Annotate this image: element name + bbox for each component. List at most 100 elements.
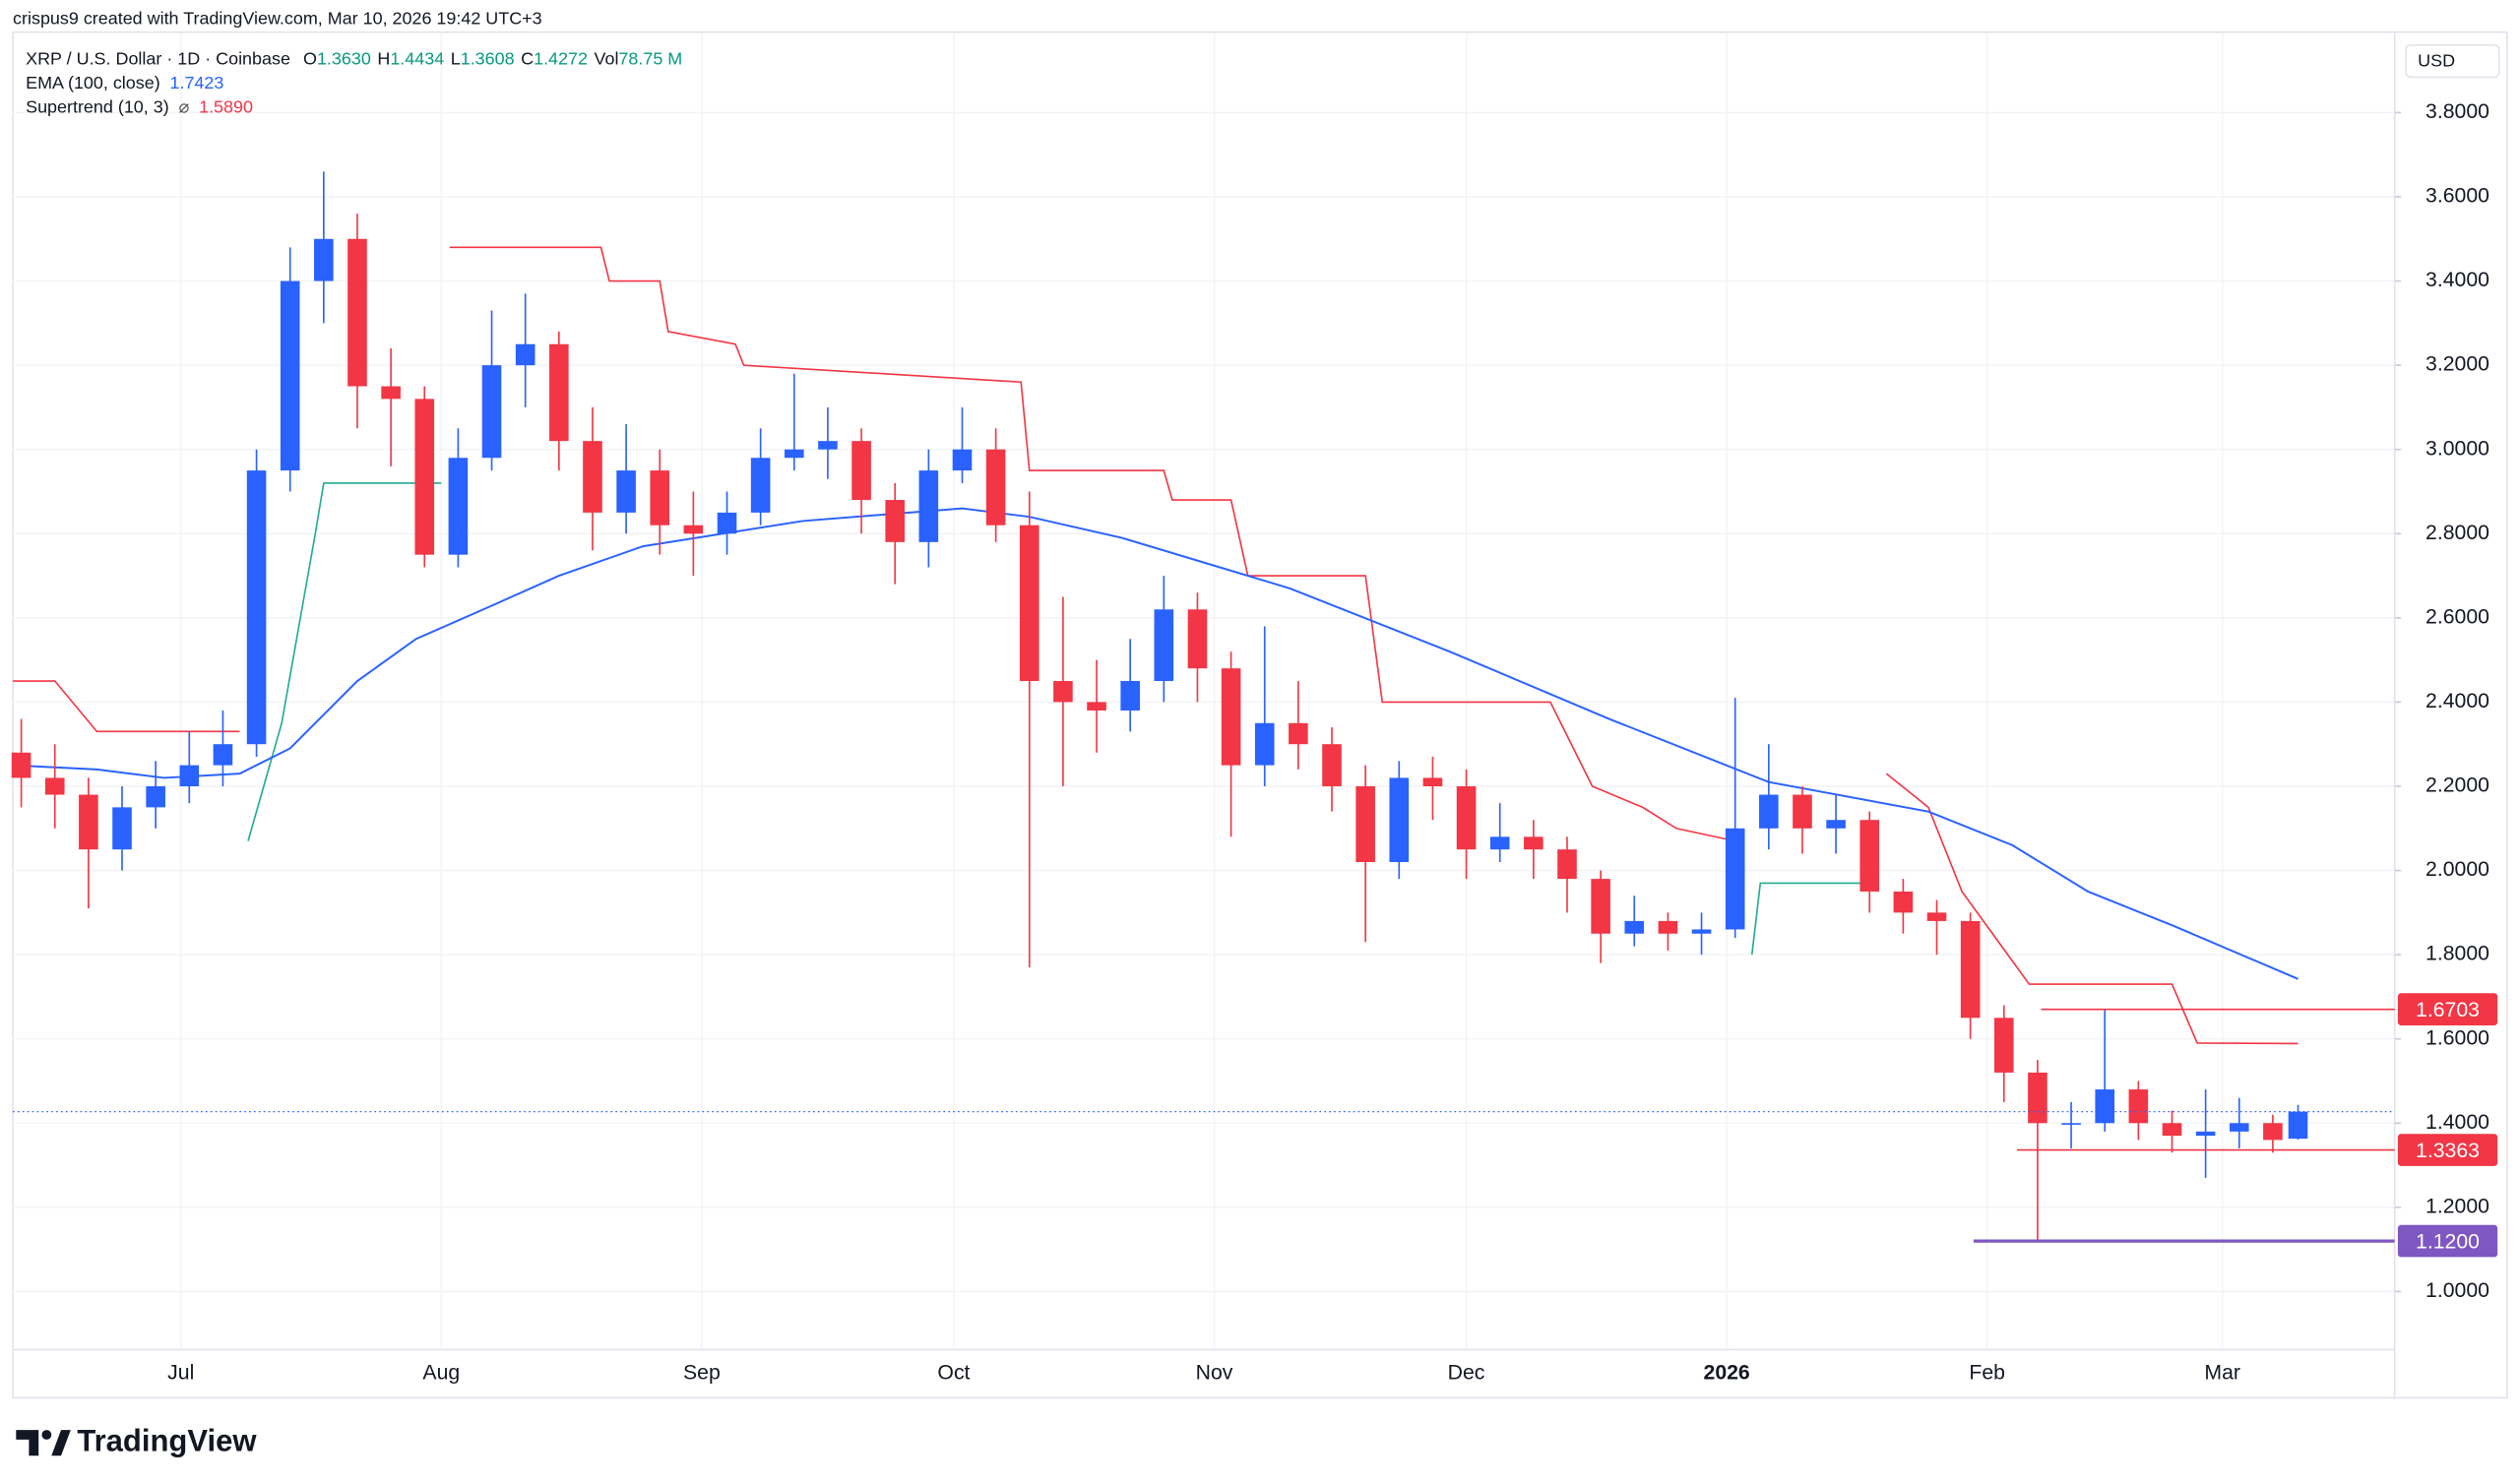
candle-body — [616, 470, 636, 513]
candle-body — [1591, 879, 1610, 934]
currency-box — [2405, 43, 2500, 79]
candle-body — [1993, 1018, 2014, 1073]
candle-body — [1422, 777, 1443, 786]
candle-body — [1289, 722, 1308, 745]
candle-body — [650, 470, 670, 526]
legend-ema-label: EMA (100, close) — [26, 73, 160, 93]
candle-body — [2095, 1089, 2115, 1124]
x-tick-label: Mar — [2204, 1362, 2240, 1385]
candle-body — [347, 238, 367, 387]
x-tick-label: Oct — [937, 1362, 970, 1385]
candle-body — [985, 449, 1006, 526]
y-tick-label: 3.6000 — [2426, 185, 2489, 208]
price-label-box — [2397, 993, 2498, 1025]
price-label: 1.6703 — [2416, 999, 2480, 1021]
candle-body — [1658, 920, 1678, 934]
attribution: crispus9 created with TradingView.com, M… — [13, 8, 542, 28]
legend-ema-value: 1.7423 — [170, 73, 224, 93]
candle-body — [515, 343, 536, 366]
ema-line — [13, 507, 2299, 980]
candle-body — [784, 449, 804, 459]
legend-ema: EMA (100, close) 1.7423 — [26, 73, 223, 93]
x-tick-label: Nov — [1196, 1362, 1233, 1385]
candle-body — [1691, 929, 1712, 934]
x-tick-label: Feb — [1969, 1362, 2005, 1385]
candle-body — [1355, 785, 1375, 863]
candle-body — [1154, 609, 1174, 682]
candle-body — [918, 470, 939, 542]
legend-title: XRP / U.S. Dollar · 1D · Coinbase — [26, 48, 290, 68]
candle-body — [1019, 525, 1040, 682]
x-tick-label: Aug — [422, 1362, 460, 1385]
candle-body — [44, 777, 65, 795]
candle-body — [381, 386, 401, 400]
candle-body — [1120, 681, 1140, 711]
candle-body — [448, 458, 469, 555]
y-tick-label: 2.8000 — [2426, 522, 2489, 544]
logo-mark — [51, 1430, 71, 1456]
candle-body — [179, 765, 200, 786]
candle-body — [1793, 794, 1812, 829]
candle-body — [1725, 828, 1745, 930]
footer-logo: TradingView — [16, 1423, 257, 1457]
candle-body — [2263, 1123, 2283, 1141]
candle-body — [583, 441, 602, 513]
y-tick-label: 2.6000 — [2426, 605, 2489, 628]
candle-body — [1524, 836, 1544, 850]
y-tick-label: 1.4000 — [2426, 1111, 2489, 1134]
candle-body — [1557, 849, 1577, 880]
supertrend-line — [1750, 882, 1878, 956]
legend-value: 1.3608 — [461, 48, 515, 68]
candle-body — [750, 458, 771, 513]
logo-mark — [16, 1430, 39, 1456]
legend-key: L — [451, 48, 461, 68]
candle-body — [1893, 891, 1914, 913]
x-tick-label: Dec — [1448, 1362, 1485, 1385]
candle-body — [851, 441, 871, 501]
y-tick-label: 1.0000 — [2426, 1279, 2489, 1302]
plot: 1.0000 1.2000 1.4000 1.6000 1.8000 2.0000 2.20… — [11, 31, 2498, 1385]
legend-supertrend-label: Supertrend (10, 3) — [26, 96, 169, 116]
candle-body — [1456, 785, 1477, 850]
candle-body — [1087, 702, 1106, 711]
candle-body — [314, 238, 334, 281]
candle-body — [1624, 920, 1645, 934]
chart-frame — [12, 31, 2508, 1399]
legend-supertrend-icon: ⌀ — [178, 96, 189, 116]
supertrend-line — [449, 246, 1735, 842]
candle-body — [2195, 1131, 2216, 1137]
candle-body — [2229, 1123, 2249, 1132]
candle-body — [2128, 1089, 2149, 1124]
supertrend-line — [13, 680, 240, 733]
x-tick-label: Jul — [167, 1362, 194, 1385]
candle-body — [1053, 681, 1073, 703]
candle-body — [818, 441, 838, 450]
price-label: 1.3363 — [2416, 1140, 2480, 1162]
candle-body — [1759, 794, 1779, 829]
candle-body — [1489, 836, 1510, 850]
legend-value: 1.3630 — [317, 48, 371, 68]
supertrend-line — [1885, 773, 2299, 1045]
candle-body — [885, 500, 906, 542]
y-tick-label: 1.8000 — [2426, 943, 2489, 965]
candle-body — [1960, 920, 1981, 1019]
y-tick-label: 3.4000 — [2426, 269, 2489, 291]
y-tick-label: 2.0000 — [2426, 858, 2489, 881]
legend-value: 1.4272 — [534, 48, 588, 68]
candle-body — [1389, 777, 1410, 863]
candle-body — [1221, 668, 1241, 766]
y-tick-label: 3.2000 — [2426, 353, 2489, 376]
y-tick-label: 2.4000 — [2426, 690, 2489, 712]
y-tick-label: 3.8000 — [2426, 100, 2489, 123]
x-tick-label: 2026 — [1704, 1362, 1750, 1385]
candle-body — [1322, 744, 1342, 786]
candle-body — [1859, 820, 1880, 892]
candle-body — [11, 752, 32, 778]
legend-main: XRP / U.S. Dollar · 1D · Coinbase O1.3630… — [26, 48, 682, 68]
candle-body — [1826, 820, 1846, 829]
candle-body — [683, 525, 704, 534]
logo-mark — [41, 1430, 52, 1440]
candle-body — [549, 343, 569, 442]
candle-body — [2288, 1111, 2308, 1140]
price-label-box — [2397, 1134, 2498, 1166]
